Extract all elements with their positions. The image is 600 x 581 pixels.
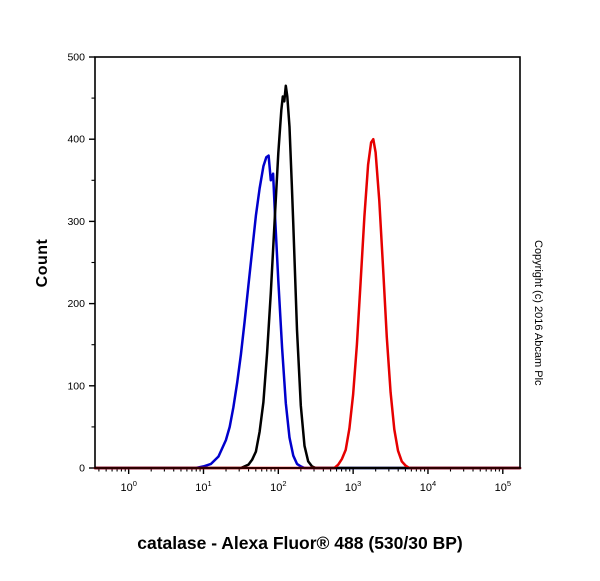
x-tick-label: 103: [345, 479, 361, 494]
x-tick-label: 105: [495, 479, 511, 494]
y-tick-label: 500: [67, 52, 85, 64]
x-tick-label: 100: [120, 479, 136, 494]
y-axis-label: Count: [34, 238, 51, 288]
y-tick-label: 300: [67, 216, 85, 228]
blue-histogram: [93, 154, 522, 470]
plot-frame: [94, 56, 521, 469]
chart-title: catalase - Alexa Fluor® 488 (530/30 BP): [137, 533, 463, 553]
red-histogram: [93, 137, 522, 470]
y-tick-label: 0: [79, 463, 85, 475]
copyright-text: Copyright (c) 2016 Abcam Plc: [532, 240, 544, 386]
x-tick-label: 101: [195, 479, 211, 494]
black-histogram: [93, 84, 522, 470]
x-tick-label: 104: [420, 479, 436, 494]
y-tick-label: 400: [67, 134, 85, 146]
x-tick-label: 102: [270, 479, 286, 494]
y-tick-label: 200: [67, 298, 85, 310]
y-tick-label: 100: [67, 380, 85, 392]
